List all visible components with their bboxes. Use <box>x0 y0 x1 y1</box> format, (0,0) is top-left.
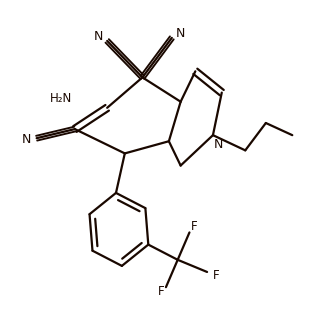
Text: N: N <box>22 133 31 146</box>
Text: N: N <box>176 27 185 40</box>
Text: F: F <box>190 220 197 233</box>
Text: F: F <box>213 269 219 281</box>
Text: N: N <box>214 138 224 151</box>
Text: N: N <box>94 30 103 43</box>
Text: F: F <box>158 285 165 298</box>
Text: H₂N: H₂N <box>50 92 72 105</box>
